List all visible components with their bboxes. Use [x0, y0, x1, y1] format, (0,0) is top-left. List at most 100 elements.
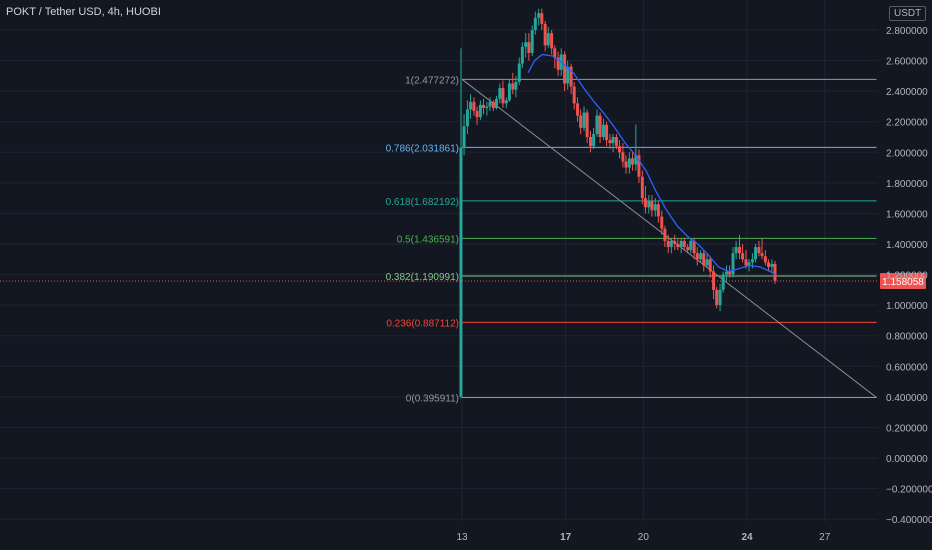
candle-body	[669, 240, 673, 248]
price-axis[interactable]: 2.800000 2.600000 2.400000 2.200000 2.000000…	[886, 26, 932, 526]
candle-body	[469, 101, 473, 110]
candle-body	[605, 124, 609, 141]
fib-level-label: 0.5(1.436591)	[397, 234, 459, 245]
candle-body	[540, 13, 544, 24]
candle-body	[533, 17, 537, 30]
candle-body	[611, 137, 615, 144]
candle-body	[517, 63, 521, 82]
candle-body	[520, 46, 524, 64]
y-tick-label: 2.200000	[886, 118, 928, 129]
candle-body	[679, 240, 683, 248]
candle-body	[582, 112, 586, 128]
candle-body	[728, 271, 732, 275]
candle-body	[660, 216, 664, 229]
candle-body	[653, 204, 657, 211]
candle-body	[494, 98, 498, 108]
y-tick-label: 1.400000	[886, 240, 928, 251]
y-tick-label: 2.000000	[886, 148, 928, 159]
y-tick-label: 0.000000	[886, 454, 928, 465]
candle-body	[737, 247, 741, 254]
currency-label[interactable]: USDT	[889, 6, 927, 21]
x-tick-label: 24	[741, 532, 753, 543]
candle-body	[692, 240, 696, 254]
candle-body	[621, 152, 625, 162]
candle-body	[673, 240, 677, 244]
fib-level-label: 1(2.477272)	[405, 75, 459, 86]
candle-body	[576, 103, 580, 116]
candle-body	[695, 253, 699, 260]
candle-body	[715, 289, 719, 306]
candle-body	[601, 124, 605, 137]
candle-body	[550, 33, 554, 49]
moving-average	[527, 53, 776, 276]
candle-body	[634, 155, 638, 165]
candle-body	[572, 86, 576, 104]
trendline[interactable]	[461, 78, 877, 398]
fib-level-label: 0(0.395911)	[406, 393, 459, 404]
candle-body	[760, 253, 764, 257]
candle-body	[543, 23, 547, 46]
candle-body	[478, 104, 482, 118]
last-price-badge	[880, 272, 926, 289]
candle-body	[556, 57, 560, 70]
x-tick-label: 20	[638, 532, 650, 543]
candle-body	[663, 228, 667, 241]
candle-body	[757, 247, 761, 254]
candle-body	[767, 262, 771, 267]
candle-body	[507, 83, 511, 101]
candle-body	[475, 111, 479, 118]
candle-body	[741, 253, 745, 260]
candle-body	[514, 81, 518, 90]
y-tick-label: −0.200000	[886, 485, 932, 496]
candle-body	[647, 201, 651, 208]
candle-body	[491, 101, 495, 108]
candle-body	[569, 66, 573, 87]
candle-body	[705, 259, 709, 266]
y-tick-label: 0.800000	[886, 332, 928, 343]
symbol-title[interactable]: POKT / Tether USD, 4h, HUOBI	[6, 6, 161, 18]
candle-body	[750, 259, 754, 263]
x-tick-label: 27	[819, 532, 831, 543]
candle-body	[537, 13, 541, 18]
x-tick-label: 17	[560, 532, 572, 543]
candle-body	[702, 253, 706, 266]
candle-body	[676, 244, 680, 248]
candle-body	[747, 262, 751, 266]
candle-body	[744, 259, 748, 266]
candle-body	[524, 42, 528, 47]
candle-body	[598, 115, 602, 137]
y-tick-label: 0.400000	[886, 393, 928, 404]
y-tick-label: 1.000000	[886, 301, 928, 312]
candle-body	[712, 271, 716, 290]
candle-body	[640, 176, 644, 199]
candle-body	[627, 158, 631, 168]
candle-body	[553, 48, 557, 58]
fib-level-label: 0.236(0.887112)	[386, 318, 459, 329]
candle-body	[488, 101, 492, 107]
last-price-line: 1.158058	[0, 272, 926, 289]
candle-body	[482, 104, 486, 108]
last-price-label: 1.158058	[882, 277, 924, 288]
candle-body	[718, 289, 722, 306]
time-axis[interactable]: 13 17 20 24 27	[456, 532, 830, 543]
candle-body	[614, 137, 618, 147]
y-tick-label: 2.800000	[886, 26, 928, 37]
candle-body	[686, 247, 690, 251]
candle-body	[501, 88, 505, 104]
candle-body	[618, 146, 622, 153]
y-tick-label: 1.200000	[886, 271, 928, 282]
y-tick-label: −0.400000	[886, 515, 932, 526]
candle-body	[566, 66, 570, 84]
candle-body	[773, 263, 777, 281]
y-tick-label: 2.600000	[886, 57, 928, 68]
candle-body	[763, 256, 767, 263]
trendline-segment	[461, 78, 877, 398]
candle-body	[682, 240, 686, 248]
fib-retracement[interactable]: 1(2.477272) 0.786(2.031861) 0.618(1.682192…	[386, 75, 877, 404]
y-tick-label: 2.400000	[886, 87, 928, 98]
candle-body	[472, 101, 476, 112]
candle-body	[563, 54, 567, 84]
candle-body	[731, 253, 735, 275]
y-tick-label: 1.600000	[886, 209, 928, 220]
